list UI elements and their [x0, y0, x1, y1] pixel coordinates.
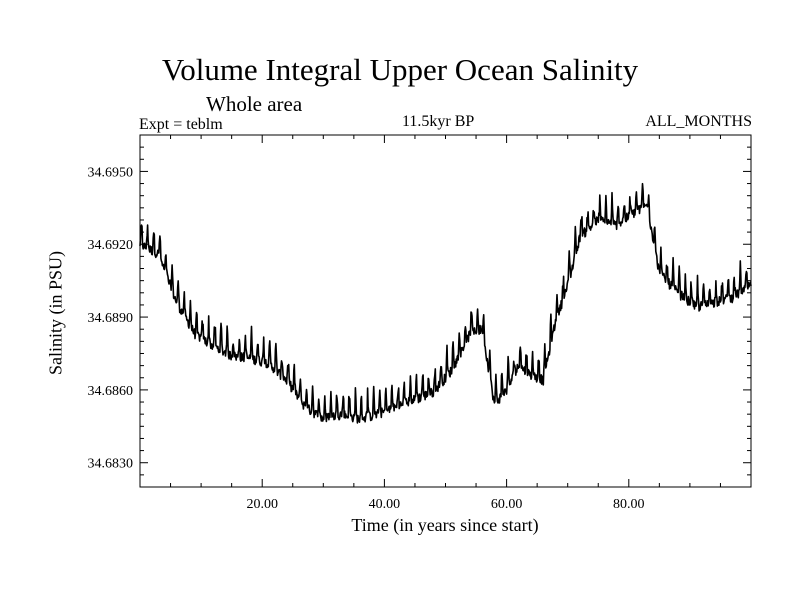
y-tick-label: 34.6890: [88, 311, 134, 326]
chart-title: Volume Integral Upper Ocean Salinity: [161, 52, 639, 87]
y-tick-label: 34.6860: [88, 384, 134, 399]
y-tick-label: 34.6920: [88, 238, 134, 253]
series-line-salinity: [139, 182, 752, 424]
period-label: 11.5kyr BP: [402, 113, 475, 130]
y-tick-label: 34.6950: [88, 165, 134, 180]
experiment-label: Expt = teblm: [139, 116, 223, 133]
x-axis-label: Time (in years since start): [351, 515, 539, 535]
plot-frame: [139, 134, 752, 488]
chart-subtitle: Whole area: [206, 92, 303, 116]
y-tick-label: 34.6830: [88, 457, 134, 472]
months-label: ALL_MONTHS: [645, 113, 752, 130]
x-tick-label: 80.00: [613, 497, 645, 512]
x-tick-label: 40.00: [369, 497, 401, 512]
x-tick-label: 20.00: [246, 497, 278, 512]
x-tick-label: 60.00: [491, 497, 523, 512]
